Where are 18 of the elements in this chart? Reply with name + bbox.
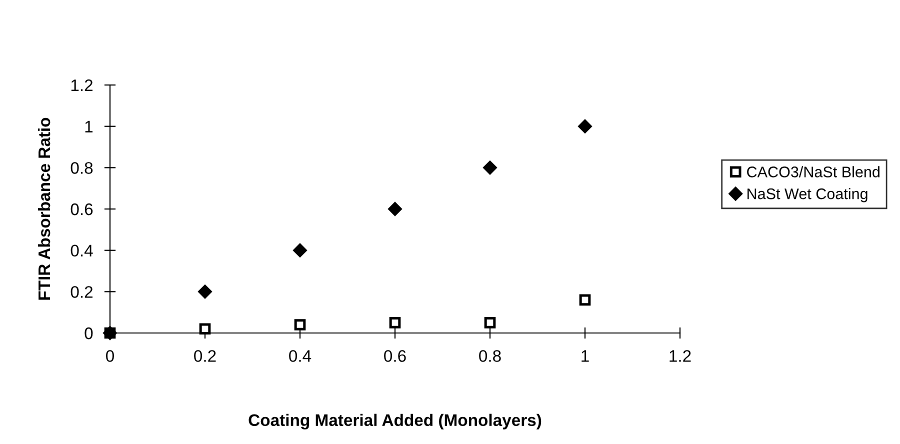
x-tick-label: 0.4 [289, 350, 312, 362]
y-tick-label: 1.2 [71, 79, 92, 92]
legend-label: CACO3/NaSt Blend [747, 166, 880, 178]
legend-label: NaSt Wet Coating [748, 188, 868, 202]
y-tick-label: 0.4 [70, 244, 93, 257]
y-tick-label: 0.2 [70, 286, 92, 298]
y-tick-label: 1 [85, 120, 93, 132]
x-tick-label: 0.2 [194, 350, 216, 362]
x-tick-label: 1.2 [670, 350, 691, 362]
x-tick-label: 0.8 [479, 350, 501, 362]
y-tick-label: 0.6 [70, 203, 93, 216]
y-tick-label: 0 [84, 327, 93, 340]
x-tick-label: 0.6 [384, 350, 406, 362]
x-axis-title: Coating Material Added (Monolayers) [248, 414, 542, 430]
x-tick-label: 0 [106, 350, 114, 362]
y-tick-label: 0.8 [70, 162, 93, 174]
y-axis-title: FTIR Absorbance Ratio [38, 118, 50, 300]
x-tick-label: 1 [582, 350, 589, 362]
